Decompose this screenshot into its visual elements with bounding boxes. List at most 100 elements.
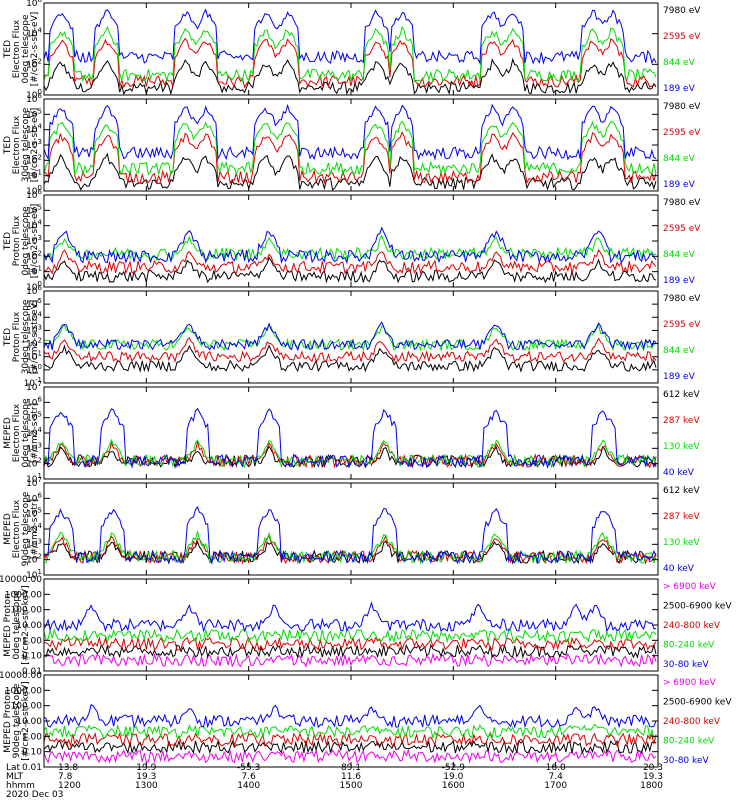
legend-item: 844 eV	[663, 154, 696, 164]
series-line-5-3	[43, 438, 657, 469]
legend-item: 40 keV	[663, 564, 695, 574]
ephem-value: 7.8	[58, 772, 73, 782]
y-tick-exponent: 6	[38, 395, 43, 403]
y-axis-label-line: [#/cm2-s-str-eV]	[30, 108, 40, 183]
legend-item: 7980 eV	[663, 102, 701, 112]
y-axis-label-line: 0deg telescope	[21, 398, 31, 468]
series-line-7-1	[43, 652, 657, 668]
y-axis-label: TEDElectron Flux30deg telescope[#/cm2-s-…	[3, 107, 40, 182]
series-line-1-2	[43, 37, 656, 89]
ephem-value: 1400	[237, 781, 260, 791]
series-line-2-2	[43, 130, 657, 185]
legend-item: 2595 eV	[663, 128, 701, 138]
legend-item: 2595 eV	[663, 32, 701, 42]
y-tick-label: 10.00	[16, 717, 42, 727]
y-tick-exponent: 2	[38, 57, 42, 65]
ephem-value: -52.9	[442, 763, 466, 773]
y-tick-exponent: 4	[38, 426, 43, 434]
y-axis-label-line: Electron Flux	[12, 19, 22, 78]
y-axis-label-line: TED	[3, 40, 13, 59]
legend-item: 2595 eV	[663, 224, 701, 234]
y-tick-exponent: -1	[35, 376, 42, 384]
y-axis-label-line: Proton Flux	[12, 311, 22, 362]
legend-item: 130 keV	[663, 538, 700, 548]
ephem-value: 11.6	[341, 772, 361, 782]
y-axis-label: MEPEDElectron Flux0deg telescope[#/cm2-s…	[3, 398, 40, 468]
ephem-value: 13.8	[58, 763, 78, 773]
y-tick-exponent: 4	[38, 123, 43, 131]
y-axis-label-line: Proton Flux	[12, 215, 22, 266]
y-tick-exponent: 5	[38, 107, 42, 115]
y-axis-label-line: 0deg telescope	[21, 14, 31, 84]
ephem-label-hhmm: hhmm	[6, 781, 35, 791]
legend-item: 189 eV	[663, 276, 696, 286]
series-line-7-2	[43, 643, 657, 660]
series-line-3-2	[43, 248, 657, 275]
y-axis-label: TEDProton Flux30deg telescope[#/cm2-s-st…	[3, 299, 40, 374]
y-axis-label-line: TED	[3, 328, 13, 347]
ephem-value: 1800	[640, 781, 663, 791]
legend-item: 7980 eV	[663, 294, 701, 304]
series-line-4-1	[43, 344, 657, 373]
y-axis-label-line: MEPED	[3, 513, 13, 545]
y-tick-label: 1.00	[22, 732, 42, 742]
ephem-value: 89.1	[341, 763, 361, 773]
panel-7: 0.010.101.0010.00100.001000.0010000.00ME…	[0, 575, 732, 677]
series-line-8-4	[43, 723, 657, 740]
series-line-8-2	[43, 739, 657, 755]
series-line-3-4	[43, 226, 657, 265]
legend-item: 189 eV	[663, 372, 696, 382]
y-axis-label-line: TED	[3, 136, 13, 155]
ephem-value: 7.6	[242, 772, 257, 782]
y-tick-exponent: 0	[38, 363, 42, 371]
y-tick-label: 100.00	[11, 702, 43, 712]
legend-item: 189 eV	[663, 180, 696, 190]
y-axis-label-line: [#/cm2-s-str-eV]	[30, 12, 40, 87]
legend-item: 7980 eV	[663, 198, 701, 208]
y-tick-exponent: 0	[38, 280, 42, 288]
series-line-8-5	[43, 703, 657, 729]
legend-item: 612 keV	[663, 486, 700, 496]
ephem-value: 1200	[58, 781, 81, 791]
y-tick-exponent: 5	[38, 507, 42, 515]
series-line-2-3	[43, 120, 657, 177]
y-tick-exponent: 2	[38, 457, 42, 465]
ephem-value: 1600	[442, 781, 465, 791]
series-line-7-3	[43, 636, 657, 652]
y-tick-exponent: 4	[38, 522, 43, 530]
y-axis-label: MEPED Proton0deg telescope[#/cm2-s-str-k…	[3, 585, 31, 664]
y-tick-exponent: 5	[38, 297, 42, 305]
legend-item: 189 eV	[663, 84, 696, 94]
y-axis-label-line: MEPED Proton	[3, 593, 13, 656]
y-axis-label-line: Electron Flux	[12, 403, 22, 462]
legend-item: 844 eV	[663, 346, 696, 356]
ephem-value: 20.3	[643, 763, 663, 773]
y-tick-exponent: 3	[38, 537, 42, 545]
y-axis-label-line: TED	[3, 232, 13, 251]
y-tick-exponent: 1	[38, 568, 42, 576]
series-line-6-4	[43, 505, 657, 565]
y-tick-exponent: 6	[38, 284, 43, 292]
series-line-8-3	[43, 732, 657, 748]
y-axis-label-line: 30deg telescope	[21, 107, 31, 182]
y-tick-exponent: 0	[38, 184, 42, 192]
ephem-value: 1700	[544, 781, 567, 791]
y-axis-label-line: 0deg telescope	[21, 206, 31, 276]
series-line-1-4	[43, 8, 657, 65]
y-axis-label-line: 30deg telescope	[21, 299, 31, 374]
y-axis-label-line: [#/cm2-s-str]	[30, 499, 40, 559]
y-axis-label-line: MEPED Proton	[3, 689, 13, 752]
y-axis-label-line: 90deg telescope	[21, 491, 31, 566]
series-line-6-3	[43, 531, 657, 565]
series-line-5-4	[43, 407, 657, 469]
ephem-value: 19.9	[136, 763, 156, 773]
y-tick-exponent: 5	[38, 203, 42, 211]
y-axis-label: MEPEDElectron Flux90deg telescope[#/cm2-…	[3, 491, 40, 566]
y-tick-label: 1000.00	[5, 686, 42, 696]
y-tick-exponent: 4	[38, 219, 43, 227]
